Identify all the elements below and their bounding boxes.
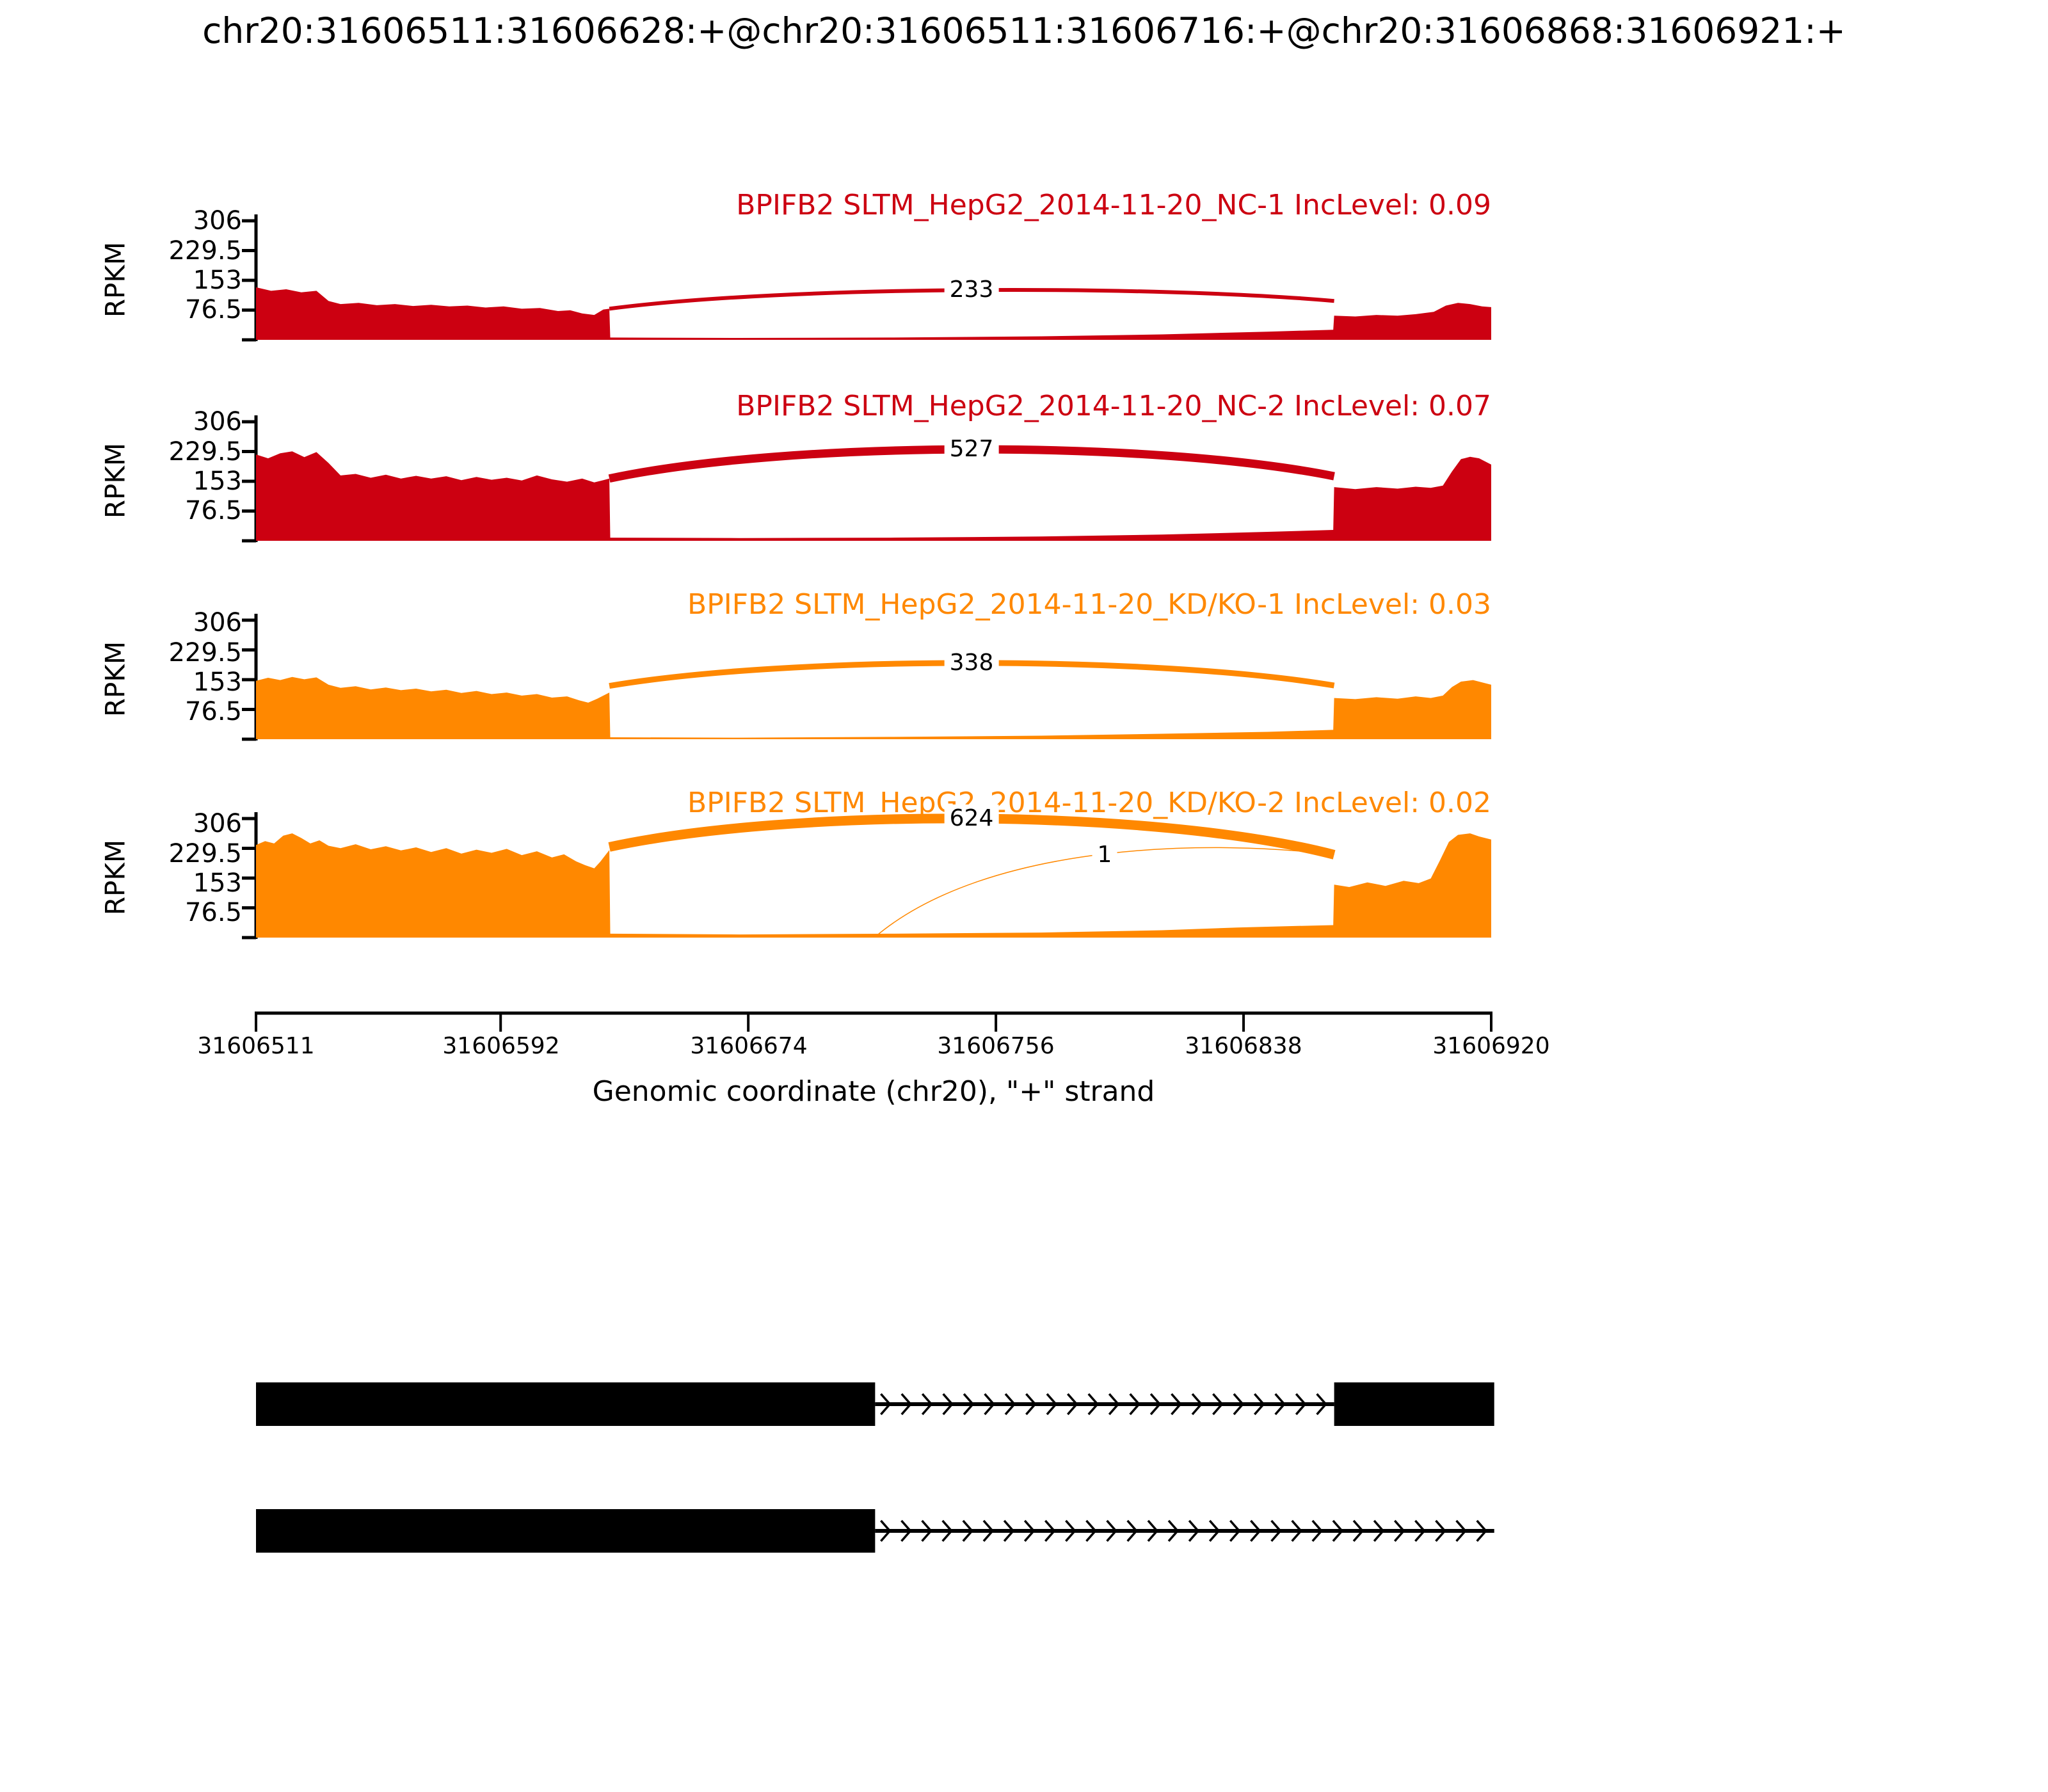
intron-arrow — [962, 1519, 974, 1542]
intron-arrow — [1270, 1519, 1282, 1542]
intron-arrow — [1171, 1393, 1182, 1416]
junction-count-kdko1: 338 — [944, 649, 999, 677]
intron-arrow — [984, 1393, 995, 1416]
ytick-229.5-t3: 229.5 — [168, 638, 242, 668]
junction-count-nc2: 527 — [944, 435, 999, 463]
intron-arrow — [1435, 1519, 1446, 1542]
coverage-area — [256, 287, 1491, 340]
intron-arrow — [1046, 1393, 1058, 1416]
intron-arrow — [1108, 1393, 1120, 1416]
intron-arrow — [1208, 1519, 1220, 1542]
intron-arrow — [1025, 1393, 1037, 1416]
intron-arrow — [963, 1393, 975, 1416]
ytick-306-t2: 306 — [193, 407, 242, 436]
ytick-153-t1: 153 — [193, 266, 242, 295]
track-title-kdko1: BPIFB2 SLTM_HepG2_2014-11-20_KD/KO-1 Inc… — [687, 588, 1491, 621]
intron-arrow — [900, 1519, 912, 1542]
intron-arrow — [1126, 1519, 1139, 1542]
ytick-229.5-t1: 229.5 — [168, 236, 242, 266]
intron-arrow — [1149, 1393, 1162, 1416]
intron-arrow — [1129, 1393, 1141, 1416]
intron-arrow — [1253, 1393, 1265, 1416]
junction-count-nc1: 233 — [944, 276, 999, 304]
intron-arrow — [1191, 1393, 1203, 1416]
ytick-306-t1: 306 — [193, 206, 242, 236]
y-axis-label-t3: RPKM — [99, 641, 131, 717]
intron-arrow — [1188, 1519, 1200, 1542]
intron-arrow — [1332, 1519, 1344, 1542]
intron-arrow — [1087, 1393, 1100, 1416]
xtick-31606838: 31606838 — [1185, 1033, 1302, 1059]
coverage-area — [256, 676, 1491, 739]
exon-rect — [256, 1509, 876, 1553]
intron-arrow — [1311, 1519, 1324, 1542]
ytick-229.5-t2: 229.5 — [168, 437, 242, 467]
track-title-nc2: BPIFB2 SLTM_HepG2_2014-11-20_NC-2 IncLev… — [736, 390, 1491, 422]
intron-arrow — [1250, 1519, 1261, 1542]
y-axis-label-t1: RPKM — [99, 241, 131, 318]
intron-arrow — [900, 1393, 913, 1416]
exon-rect — [1334, 1382, 1494, 1426]
ytick-153-t4: 153 — [193, 868, 242, 898]
intron-arrow — [1414, 1519, 1426, 1542]
intron-arrow — [1316, 1393, 1327, 1416]
ytick-76.5-t1: 76.5 — [184, 295, 242, 324]
intron-arrow — [880, 1393, 892, 1416]
ytick-153-t2: 153 — [193, 467, 242, 496]
junction-count-kdko2-major: 624 — [944, 804, 999, 833]
ytick-153-t3: 153 — [193, 668, 242, 697]
xtick-31606511: 31606511 — [197, 1033, 315, 1059]
xtick-31606674: 31606674 — [690, 1033, 808, 1059]
intron-arrow — [1229, 1519, 1241, 1542]
ytick-76.5-t2: 76.5 — [184, 496, 242, 525]
ytick-229.5-t4: 229.5 — [168, 839, 242, 868]
y-axis-label-t4: RPKM — [99, 839, 131, 916]
intron-arrow — [1023, 1519, 1036, 1542]
intron-arrow — [1291, 1519, 1303, 1542]
intron-arrow — [880, 1519, 892, 1542]
junction-count-kdko2-minor: 1 — [1092, 841, 1117, 869]
intron-arrow — [1373, 1519, 1385, 1542]
ytick-306-t4: 306 — [193, 809, 242, 838]
plot-title: chr20:31606511:31606628:+@chr20:31606511… — [202, 10, 1846, 51]
intron-arrow — [1274, 1393, 1286, 1416]
intron-arrow — [942, 1393, 954, 1416]
track-title-kdko2: BPIFB2 SLTM_HepG2_2014-11-20_KD/KO-2 Inc… — [687, 787, 1491, 819]
coverage-area — [256, 451, 1491, 541]
ytick-306-t3: 306 — [193, 608, 242, 637]
intron-arrow — [941, 1519, 954, 1542]
intron-arrow — [1106, 1519, 1117, 1542]
intron-arrow — [1212, 1393, 1224, 1416]
ytick-76.5-t4: 76.5 — [184, 898, 242, 927]
intron-arrow — [1065, 1519, 1076, 1542]
exon-rect — [256, 1382, 876, 1426]
intron-arrow — [1167, 1519, 1180, 1542]
xtick-31606592: 31606592 — [442, 1033, 560, 1059]
intron-arrow — [1003, 1519, 1015, 1542]
ytick-76.5-t3: 76.5 — [184, 697, 242, 726]
y-axis-label-t2: RPKM — [99, 442, 131, 519]
track-title-nc1: BPIFB2 SLTM_HepG2_2014-11-20_NC-1 IncLev… — [736, 189, 1491, 221]
intron-arrow — [921, 1519, 932, 1542]
intron-arrow — [1295, 1393, 1307, 1416]
intron-arrow — [1476, 1519, 1488, 1542]
intron-arrow — [1393, 1519, 1405, 1542]
intron-arrow — [1066, 1393, 1078, 1416]
intron-arrow — [1455, 1519, 1467, 1542]
intron-arrow — [921, 1393, 933, 1416]
intron-arrow — [1233, 1393, 1245, 1416]
intron-arrow — [1004, 1393, 1016, 1416]
xtick-31606756: 31606756 — [937, 1033, 1055, 1059]
intron-arrow — [982, 1519, 995, 1542]
coverage-area — [256, 833, 1491, 938]
intron-arrow — [1147, 1519, 1159, 1542]
intron-arrow — [1044, 1519, 1056, 1542]
x-axis-label: Genomic coordinate (chr20), "+" strand — [592, 1075, 1155, 1108]
xtick-31606920: 31606920 — [1432, 1033, 1550, 1059]
intron-arrow — [1352, 1519, 1364, 1542]
intron-arrow — [1085, 1519, 1097, 1542]
